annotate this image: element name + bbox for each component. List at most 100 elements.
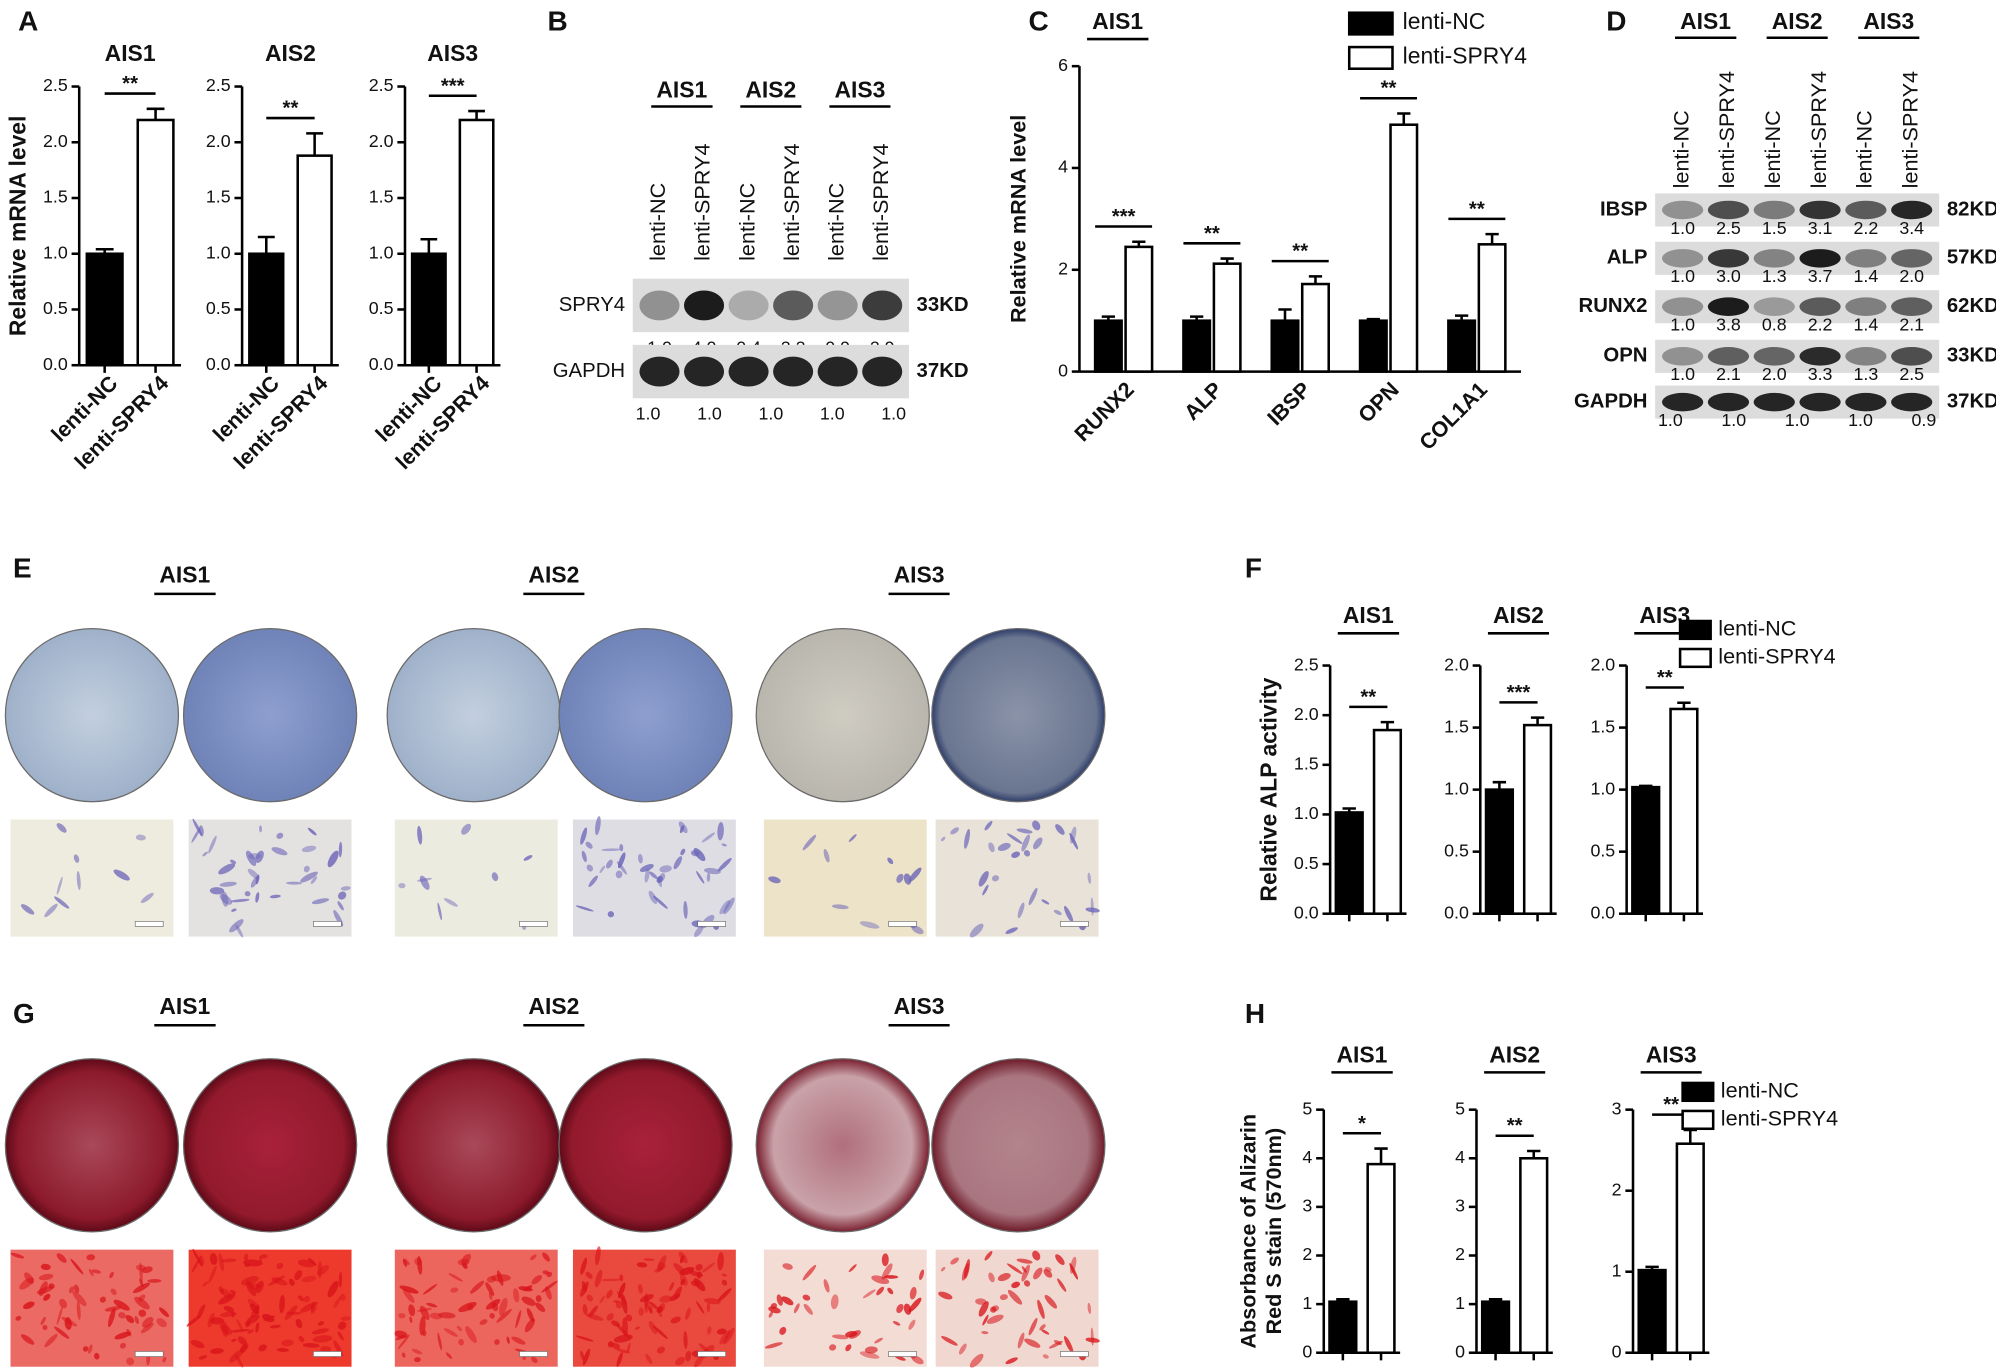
blot-band bbox=[773, 290, 814, 321]
cell bbox=[1016, 828, 1033, 834]
lane-label: lenti-NC bbox=[1668, 110, 1693, 188]
cell bbox=[190, 1340, 205, 1349]
cell bbox=[638, 1307, 644, 1316]
cell bbox=[531, 1356, 538, 1364]
cell bbox=[793, 1303, 800, 1314]
cell bbox=[114, 1331, 131, 1340]
culture-well bbox=[4, 628, 180, 803]
blot-band bbox=[1707, 249, 1750, 268]
y-tick-label: 0.0 bbox=[206, 354, 231, 374]
cell bbox=[832, 904, 849, 910]
cell bbox=[457, 1258, 470, 1266]
cell bbox=[984, 820, 993, 831]
bar bbox=[1480, 1300, 1511, 1355]
blot-band bbox=[1891, 347, 1933, 366]
cell bbox=[15, 1315, 22, 1321]
y-tick-label: 1 bbox=[1455, 1293, 1465, 1313]
cell bbox=[402, 1288, 415, 1303]
cell bbox=[1011, 1281, 1021, 1289]
cell bbox=[56, 823, 67, 833]
cell bbox=[582, 1304, 588, 1315]
stain-group-label: AIS2 bbox=[528, 993, 579, 1019]
cell bbox=[518, 1286, 533, 1292]
cell bbox=[417, 1255, 423, 1275]
cell bbox=[1087, 1302, 1092, 1315]
cell bbox=[1007, 1289, 1023, 1305]
cell bbox=[1032, 820, 1041, 831]
y-tick-label: 2.5 bbox=[1294, 654, 1319, 674]
y-tick-label: 6 bbox=[1058, 55, 1068, 75]
significance-label: ** bbox=[1381, 78, 1397, 100]
panel-label: D bbox=[1606, 5, 1626, 36]
cell bbox=[717, 857, 732, 872]
cell bbox=[312, 1335, 333, 1343]
scale-bar bbox=[1060, 1351, 1089, 1357]
cell bbox=[268, 1275, 285, 1286]
cell bbox=[988, 842, 995, 853]
blot-quant: 2.5 bbox=[1716, 218, 1741, 238]
cell bbox=[338, 1271, 343, 1288]
culture-well bbox=[558, 1058, 733, 1233]
cell bbox=[513, 1288, 520, 1303]
cell bbox=[673, 856, 683, 870]
blot-row-label: ALP bbox=[1607, 247, 1648, 269]
blot-band bbox=[1662, 249, 1704, 268]
cell bbox=[113, 869, 130, 881]
cell bbox=[1021, 1264, 1030, 1282]
cell bbox=[585, 841, 593, 849]
bar bbox=[1372, 728, 1403, 915]
cell bbox=[649, 1301, 658, 1310]
y-tick-label: 5 bbox=[1455, 1098, 1465, 1118]
cell bbox=[717, 1288, 732, 1302]
stain-group-label: AIS1 bbox=[159, 562, 210, 588]
blot-quant: 2.2 bbox=[1854, 218, 1879, 238]
cell bbox=[142, 1316, 154, 1328]
cell bbox=[399, 1285, 419, 1294]
scale-bar bbox=[313, 1351, 342, 1357]
blot-quant: 1.0 bbox=[1721, 410, 1746, 430]
blot-quant: 1.0 bbox=[1670, 266, 1695, 286]
stain-group-label: AIS1 bbox=[159, 993, 210, 1019]
blot-quant: 1.5 bbox=[1762, 218, 1787, 238]
cell bbox=[636, 1262, 648, 1268]
cell bbox=[1042, 1354, 1049, 1359]
micrograph bbox=[188, 819, 352, 937]
cell bbox=[258, 1344, 267, 1352]
cell bbox=[717, 822, 724, 841]
cell bbox=[113, 1299, 130, 1311]
cell bbox=[575, 905, 594, 912]
cell bbox=[301, 1275, 317, 1283]
cell bbox=[975, 1298, 987, 1305]
cell bbox=[1021, 834, 1030, 852]
blot-band bbox=[1845, 392, 1887, 412]
cell bbox=[38, 1281, 48, 1297]
cell bbox=[40, 1316, 46, 1326]
cell bbox=[595, 1246, 601, 1266]
cell bbox=[594, 1269, 603, 1288]
cell bbox=[134, 1316, 139, 1324]
cell bbox=[782, 1263, 793, 1270]
blot-band bbox=[1799, 297, 1841, 316]
cell bbox=[340, 1316, 351, 1321]
lane-label: lenti-NC bbox=[1852, 110, 1877, 188]
cell bbox=[523, 855, 533, 861]
y-tick-label: 2.0 bbox=[1444, 654, 1469, 674]
scale-bar bbox=[1060, 921, 1089, 927]
blot-quant: 1.4 bbox=[1854, 266, 1879, 286]
cell bbox=[526, 1308, 535, 1322]
y-tick-label: 1.5 bbox=[1294, 754, 1319, 774]
cell bbox=[1053, 909, 1062, 916]
y-axis-label: Relative ALP activity bbox=[1255, 677, 1281, 901]
significance-label: ** bbox=[1657, 667, 1673, 689]
cell bbox=[617, 1349, 631, 1354]
panel-label: F bbox=[1245, 552, 1262, 583]
blot-band bbox=[1707, 200, 1750, 220]
lane-label: lenti-NC bbox=[645, 183, 670, 261]
cell bbox=[162, 1356, 167, 1363]
cell bbox=[588, 875, 598, 888]
stain-group-label: AIS3 bbox=[894, 562, 945, 588]
cell bbox=[443, 898, 458, 907]
cell bbox=[999, 1294, 1008, 1300]
cell bbox=[580, 827, 588, 845]
blot-band bbox=[1662, 200, 1704, 220]
